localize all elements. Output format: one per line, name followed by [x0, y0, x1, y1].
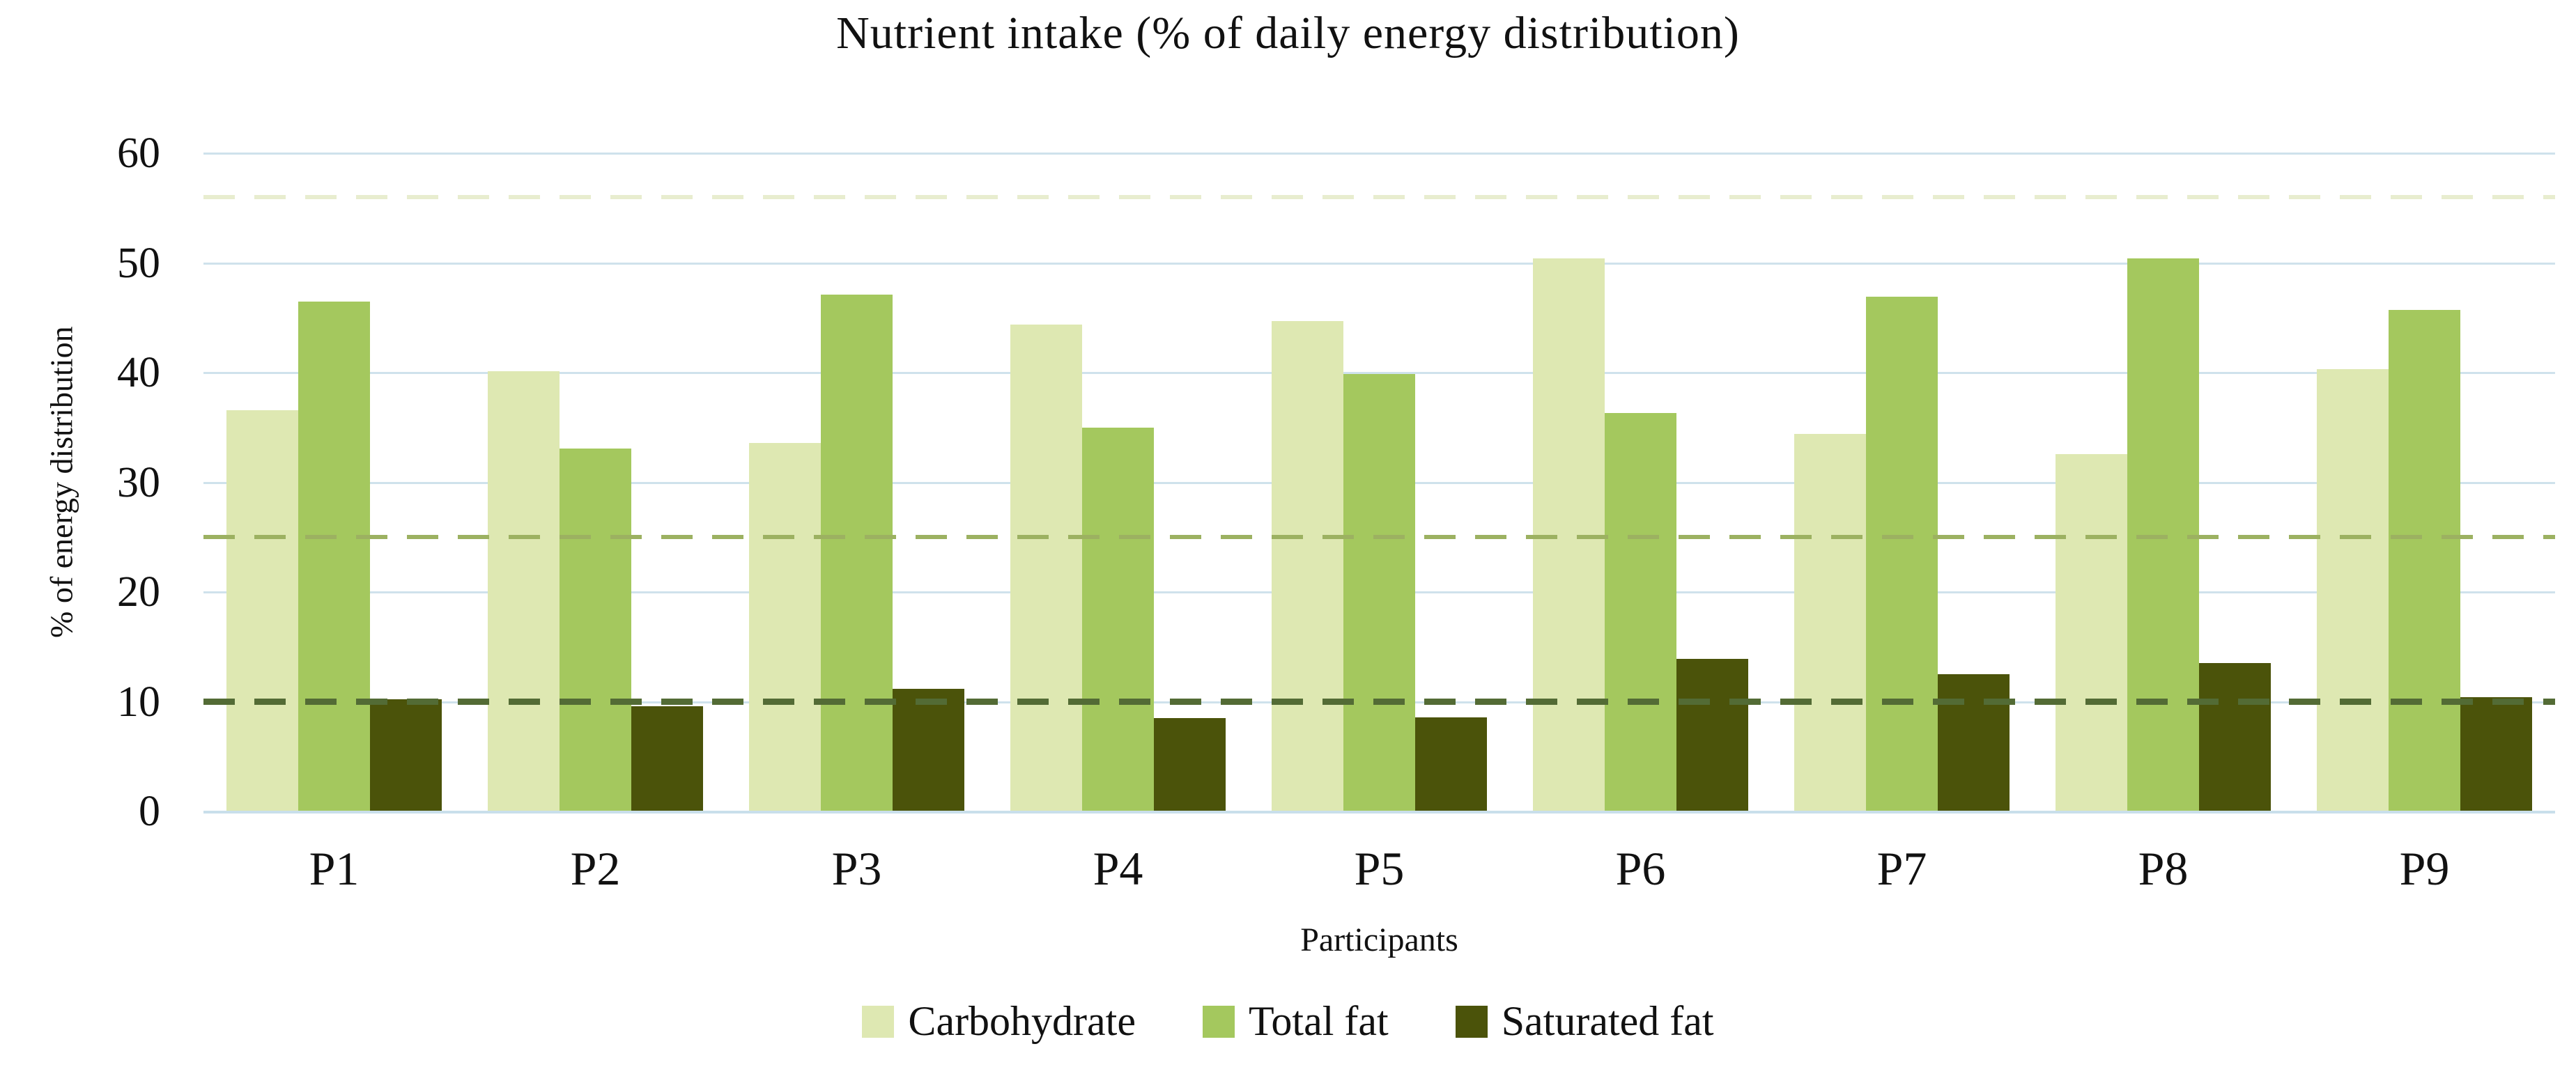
x-tick-label-p3: P3: [831, 842, 882, 895]
bar-p7-carbohydrate: [1794, 434, 1866, 811]
bar-p7-total-fat: [1866, 297, 1938, 811]
legend-item-saturated-fat: Saturated fat: [1455, 997, 1714, 1045]
ref-line-saturated-fat: [203, 699, 2555, 705]
y-tick-label-10: 10: [117, 678, 160, 726]
x-tick-label-p4: P4: [1093, 842, 1143, 895]
y-tick-label-0: 0: [139, 788, 160, 835]
bar-group-p4: [987, 153, 1249, 811]
bar-groups: [203, 153, 2555, 811]
bar-p2-total-fat: [560, 448, 631, 811]
gridline-60: [203, 153, 2555, 155]
bar-p6-carbohydrate: [1533, 258, 1605, 811]
bar-p2-saturated-fat: [631, 706, 703, 811]
bar-p8-saturated-fat: [2199, 663, 2271, 811]
x-tick-label-p5: P5: [1354, 842, 1405, 895]
legend-swatch-icon: [1202, 1005, 1235, 1038]
bar-p5-carbohydrate: [1272, 320, 1343, 811]
x-tick-label-p1: P1: [309, 842, 360, 895]
legend-label: Total fat: [1248, 998, 1389, 1044]
x-tick-label-p7: P7: [1876, 842, 1927, 895]
bar-p4-carbohydrate: [1010, 324, 1082, 811]
bar-p2-carbohydrate: [488, 371, 560, 811]
y-tick-label-50: 50: [117, 239, 160, 287]
chart-title: Nutrient intake (% of daily energy distr…: [836, 8, 1740, 59]
bar-group-p8: [2033, 153, 2294, 811]
bar-p7-saturated-fat: [1938, 674, 2010, 811]
bar-p5-saturated-fat: [1415, 717, 1487, 811]
legend-item-total-fat: Total fat: [1202, 997, 1389, 1045]
bar-group-p6: [1510, 153, 1771, 811]
bar-p9-carbohydrate: [2317, 369, 2389, 811]
legend: Carbohydrate Total fat Saturated fat: [0, 997, 2576, 1045]
gridline-50: [203, 262, 2555, 265]
ref-line-carbohydrate: [203, 195, 2555, 199]
bar-group-p1: [203, 153, 465, 811]
bar-group-p2: [465, 153, 726, 811]
bar-p1-total-fat: [298, 301, 370, 811]
plot-area: [203, 153, 2555, 813]
ref-line-total-fat: [203, 535, 2555, 540]
y-tick-label-20: 20: [117, 568, 160, 616]
bar-group-p5: [1249, 153, 1510, 811]
bar-group-p3: [726, 153, 987, 811]
bar-group-p9: [2294, 153, 2555, 811]
x-axis-line: [203, 811, 2555, 813]
x-tick-label-p8: P8: [2138, 842, 2189, 895]
legend-label: Carbohydrate: [908, 998, 1136, 1044]
bar-p9-saturated-fat: [2460, 697, 2532, 811]
bar-p4-total-fat: [1082, 427, 1154, 811]
bar-p1-carbohydrate: [226, 410, 298, 811]
bar-p9-total-fat: [2389, 310, 2460, 811]
bar-p3-total-fat: [821, 295, 893, 811]
bar-p8-carbohydrate: [2056, 453, 2127, 811]
bar-p6-saturated-fat: [1676, 659, 1748, 811]
x-axis-title: Participants: [1300, 921, 1458, 958]
bar-p3-saturated-fat: [893, 688, 964, 811]
legend-swatch-icon: [1455, 1005, 1488, 1038]
x-tick-label-p6: P6: [1615, 842, 1666, 895]
x-axis-tick-labels: P1 P2 P3 P4 P5 P6 P7 P8 P9: [203, 841, 2555, 896]
bar-p1-saturated-fat: [370, 699, 442, 811]
legend-item-carbohydrate: Carbohydrate: [862, 997, 1136, 1045]
y-tick-label-40: 40: [117, 349, 160, 396]
y-tick-label-60: 60: [117, 130, 160, 177]
x-tick-label-p2: P2: [570, 842, 621, 895]
bar-p3-carbohydrate: [749, 442, 821, 811]
gridline-40: [203, 372, 2555, 374]
legend-label: Saturated fat: [1501, 998, 1714, 1044]
bar-group-p7: [1771, 153, 2033, 811]
y-axis-tick-labels: 0 10 20 30 40 50 60: [0, 132, 174, 833]
x-tick-label-p9: P9: [2399, 842, 2450, 895]
bar-p6-total-fat: [1605, 413, 1676, 811]
legend-swatch-icon: [862, 1005, 895, 1038]
y-tick-label-30: 30: [117, 458, 160, 506]
bar-p4-saturated-fat: [1154, 718, 1226, 811]
bar-p8-total-fat: [2127, 258, 2199, 811]
bar-p5-total-fat: [1343, 373, 1415, 811]
